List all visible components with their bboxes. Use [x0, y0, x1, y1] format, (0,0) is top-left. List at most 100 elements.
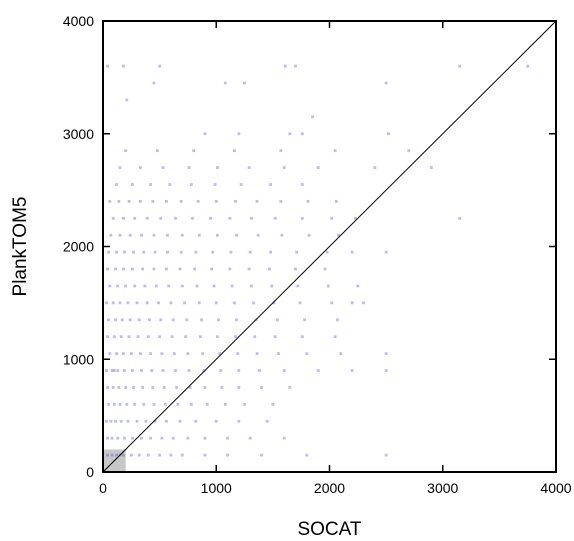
scatter-point [166, 250, 169, 254]
scatter-point [201, 352, 205, 356]
scatter-point [186, 352, 190, 356]
scatter-point [189, 402, 193, 406]
scatter-point [226, 436, 229, 440]
scatter-point [116, 284, 120, 288]
scatter-point [249, 284, 253, 288]
scatter-point [152, 81, 156, 85]
scatter-point [337, 233, 340, 237]
scatter-point [239, 183, 243, 186]
y-tick-label: 2000 [63, 239, 94, 255]
scatter-point [116, 369, 120, 372]
scatter-point [214, 200, 218, 203]
scatter-point [112, 402, 116, 406]
scatter-point [217, 318, 220, 322]
scatter-point [268, 267, 271, 271]
scatter-point [336, 318, 339, 322]
scatter-point [137, 318, 141, 322]
scatter-point [323, 267, 327, 271]
scatter-point [109, 233, 113, 237]
scatter-point [128, 233, 132, 237]
scatter-point [229, 250, 233, 254]
scatter-point [132, 250, 135, 254]
scatter-point [255, 200, 259, 203]
scatter-point [141, 386, 145, 389]
scatter-point [159, 216, 163, 220]
x-tick-label: 4000 [540, 480, 571, 496]
scatter-point [124, 149, 128, 153]
x-tick-label: 2000 [314, 480, 345, 496]
scatter-point [256, 233, 260, 237]
scatter-points [104, 64, 530, 457]
scatter-point [108, 200, 112, 203]
scatter-point [215, 233, 219, 237]
scatter-point [141, 267, 145, 271]
scatter-point [121, 216, 125, 220]
scatter-point [169, 453, 173, 457]
scatter-point [183, 301, 186, 305]
scatter-point [151, 200, 155, 203]
scatter-point [296, 284, 300, 288]
scatter-point [298, 301, 302, 305]
x-tick-label: 3000 [427, 480, 458, 496]
scatter-point [158, 335, 162, 339]
scatter-point [255, 352, 259, 356]
scatter-point [110, 369, 114, 372]
scatter-point [150, 369, 154, 372]
scatter-point [143, 284, 147, 288]
scatter-point [107, 402, 111, 406]
scatter-point [127, 335, 131, 339]
scatter-point [198, 335, 202, 339]
scatter-point [333, 149, 337, 153]
scatter-point [115, 453, 118, 457]
scatter-point [212, 284, 216, 288]
scatter-point [140, 233, 143, 237]
scatter-point [132, 386, 135, 389]
scatter-point [294, 64, 297, 68]
scatter-point [178, 419, 182, 423]
scatter-point [115, 250, 118, 254]
scatter-point [458, 216, 462, 220]
scatter-point [219, 369, 223, 372]
scatter-point [243, 402, 246, 406]
scatter-point [149, 183, 152, 186]
scatter-point [300, 216, 304, 220]
scatter-point [126, 419, 130, 423]
y-tick-label: 3000 [63, 126, 94, 142]
scatter-point [110, 453, 114, 457]
scatter-point [142, 402, 146, 406]
scatter-point [106, 267, 109, 271]
reference-line [102, 20, 557, 473]
scatter-point [186, 436, 190, 440]
scatter-point [270, 284, 274, 288]
scatter-point [283, 64, 287, 68]
scatter-point [213, 183, 217, 186]
scatter-point [126, 301, 130, 305]
scatter-point [170, 335, 174, 339]
scatter-point [203, 132, 207, 136]
scatter-point [316, 166, 320, 169]
scatter-point [133, 402, 137, 406]
scatter-point [282, 369, 286, 372]
scatter-point [362, 301, 365, 305]
scatter-point [175, 386, 179, 389]
scatter-point [333, 335, 337, 339]
scatter-point [178, 267, 182, 271]
scatter-point [153, 250, 157, 254]
scatter-point [203, 386, 207, 389]
scatter-point [384, 250, 388, 254]
scatter-point [282, 436, 286, 440]
scatter-point [215, 166, 219, 169]
scatter-point [184, 335, 188, 339]
scatter-point [167, 284, 171, 288]
scatter-point [148, 318, 151, 322]
scatter-point [209, 216, 212, 220]
scatter-point [135, 301, 139, 305]
scatter-point [306, 200, 310, 203]
scatter-point [107, 250, 111, 254]
scatter-point [288, 386, 292, 389]
scatter-point [174, 369, 177, 372]
scatter-point [237, 419, 241, 423]
scatter-point [249, 216, 253, 220]
scatter-point [215, 335, 219, 339]
